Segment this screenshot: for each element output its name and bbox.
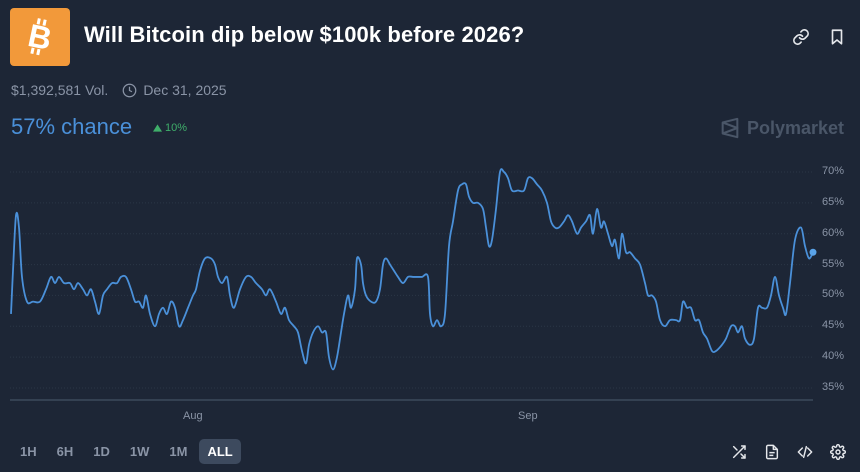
y-tick-label: 50% bbox=[821, 288, 844, 301]
clock-icon bbox=[122, 83, 137, 98]
y-tick-label: 55% bbox=[821, 257, 844, 270]
market-title: Will Bitcoin dip below $100k before 2026… bbox=[84, 22, 525, 47]
volume-text: $1,392,581 Vol. bbox=[11, 82, 109, 98]
polymarket-brand: Polymarket bbox=[719, 117, 844, 139]
delta-value: 10% bbox=[165, 122, 188, 134]
header-actions bbox=[792, 28, 846, 46]
link-icon[interactable] bbox=[792, 28, 810, 46]
y-tick-label: 65% bbox=[821, 195, 844, 208]
shuffle-icon[interactable] bbox=[731, 444, 747, 460]
market-meta: $1,392,581 Vol. Dec 31, 2025 bbox=[11, 82, 227, 98]
chance-text: 57% chance bbox=[11, 114, 133, 139]
market-logo: B bbox=[10, 8, 70, 66]
end-date-text: Dec 31, 2025 bbox=[143, 82, 227, 98]
y-tick-label: 60% bbox=[821, 226, 844, 239]
x-tick-label: Aug bbox=[183, 410, 203, 422]
triangle-up-icon bbox=[153, 124, 162, 132]
delta-badge: 10% bbox=[153, 122, 187, 134]
range-button-1h[interactable]: 1H bbox=[12, 439, 45, 464]
gear-icon[interactable] bbox=[830, 444, 846, 460]
current-value-dot bbox=[809, 248, 817, 256]
range-button-6h[interactable]: 6H bbox=[49, 439, 82, 464]
bookmark-icon[interactable] bbox=[828, 28, 846, 46]
price-line bbox=[10, 168, 814, 371]
range-button-1m[interactable]: 1M bbox=[161, 439, 195, 464]
bitcoin-icon: B bbox=[25, 17, 55, 57]
y-tick-label: 35% bbox=[821, 381, 844, 393]
code-icon[interactable] bbox=[797, 444, 813, 460]
y-tick-label: 40% bbox=[821, 350, 844, 363]
chart-actions bbox=[731, 444, 846, 460]
time-range-selector: 1H 6H 1D 1W 1M ALL bbox=[12, 439, 241, 464]
brand-name: Polymarket bbox=[746, 117, 844, 138]
price-chart[interactable] bbox=[0, 150, 860, 425]
range-button-1w[interactable]: 1W bbox=[122, 439, 158, 464]
polymarket-logo-icon bbox=[721, 117, 739, 139]
y-tick-label: 45% bbox=[821, 319, 844, 332]
range-button-all[interactable]: ALL bbox=[199, 439, 241, 464]
document-icon[interactable] bbox=[764, 444, 780, 460]
y-tick-label: 70% bbox=[821, 165, 844, 177]
x-tick-label: Sep bbox=[518, 410, 538, 422]
range-button-1d[interactable]: 1D bbox=[85, 439, 118, 464]
